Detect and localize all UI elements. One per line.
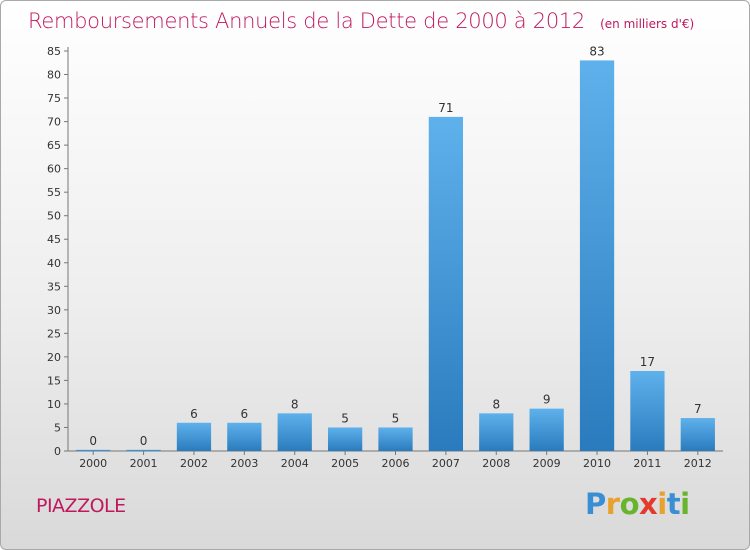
y-tick-label: 15 (47, 374, 61, 387)
value-label-2002: 6 (190, 407, 198, 421)
x-tick-label-2001: 2001 (130, 457, 158, 470)
bar-2002[interactable] (176, 422, 212, 451)
logo-letter-5: t (666, 487, 681, 521)
bar-2007[interactable] (428, 116, 464, 451)
logo-letter-2: o (619, 487, 640, 521)
y-tick-label: 60 (47, 163, 61, 176)
y-tick-label: 40 (47, 257, 61, 270)
bar-2009[interactable] (529, 408, 564, 451)
bar-2001[interactable] (126, 449, 161, 451)
logo-letter-4: i (657, 487, 667, 521)
chart-title-row: Remboursements Annuels de la Dette de 20… (28, 9, 694, 33)
y-tick-label: 25 (47, 327, 61, 340)
x-tick-label-2005: 2005 (331, 457, 359, 470)
commune-name: PIAZZOLE (36, 495, 126, 517)
y-tick-label: 70 (47, 116, 61, 129)
x-tick-label-2010: 2010 (583, 457, 611, 470)
proxiti-logo[interactable]: Proxiti (585, 487, 690, 521)
value-label-2006: 5 (392, 411, 400, 425)
y-tick-label: 30 (47, 304, 61, 317)
x-tick-label-2007: 2007 (432, 457, 460, 470)
x-tick-label-2012: 2012 (684, 457, 712, 470)
chart-labels: 0 0 6 6 8 5 5 71 8 9 83 17 7 (89, 44, 701, 447)
y-tick-label: 65 (47, 139, 61, 152)
y-tick-label: 45 (47, 233, 61, 246)
x-tick-label-2009: 2009 (533, 457, 561, 470)
y-tick-label: 50 (47, 210, 61, 223)
value-label-2009: 9 (543, 393, 551, 407)
y-tick-label: 10 (47, 398, 61, 411)
bar-2004[interactable] (277, 413, 312, 451)
value-label-2011: 17 (640, 355, 655, 369)
value-label-2005: 5 (341, 411, 349, 425)
value-label-2001: 0 (140, 434, 148, 448)
y-tick-label: 5 (54, 421, 61, 434)
y-tick-label: 80 (47, 69, 61, 82)
bar-2012[interactable] (680, 418, 715, 451)
value-label-2007: 71 (438, 101, 453, 115)
chart-title: Remboursements Annuels de la Dette de 20… (28, 9, 585, 33)
chart-bars (76, 60, 715, 451)
y-tick-label: 35 (47, 280, 61, 293)
logo-letter-1: r (605, 487, 620, 521)
bar-2011[interactable] (630, 371, 665, 451)
x-tick-label-2004: 2004 (281, 457, 309, 470)
value-label-2008: 8 (492, 397, 500, 411)
value-label-2003: 6 (241, 407, 249, 421)
bar-2006[interactable] (378, 427, 413, 451)
x-tick-label-2000: 2000 (79, 457, 107, 470)
x-tick-label-2011: 2011 (633, 457, 661, 470)
chart-unit: (en milliers d'€) (600, 17, 695, 31)
y-tick-label: 85 (47, 45, 61, 58)
bar-2000[interactable] (76, 449, 111, 451)
x-tick-label-2003: 2003 (230, 457, 258, 470)
y-tick-label: 55 (47, 186, 61, 199)
x-tick-label-2008: 2008 (482, 457, 510, 470)
bar-2010[interactable] (579, 60, 615, 451)
x-tick-label-2002: 2002 (180, 457, 208, 470)
y-tick-label: 20 (47, 351, 61, 364)
logo-letter-0: P (585, 487, 606, 521)
bar-2008[interactable] (479, 413, 514, 451)
value-label-2012: 7 (694, 402, 702, 416)
bar-2003[interactable] (227, 422, 262, 451)
bar-2005[interactable] (327, 427, 363, 451)
x-tick-label-2006: 2006 (382, 457, 410, 470)
y-tick-label: 75 (47, 92, 61, 105)
logo-letter-3: x (639, 487, 658, 521)
value-label-2004: 8 (291, 397, 299, 411)
y-tick-label: 0 (54, 445, 61, 458)
value-label-2000: 0 (89, 434, 97, 448)
logo-letter-6: i (680, 487, 690, 521)
value-label-2010: 83 (589, 44, 604, 58)
